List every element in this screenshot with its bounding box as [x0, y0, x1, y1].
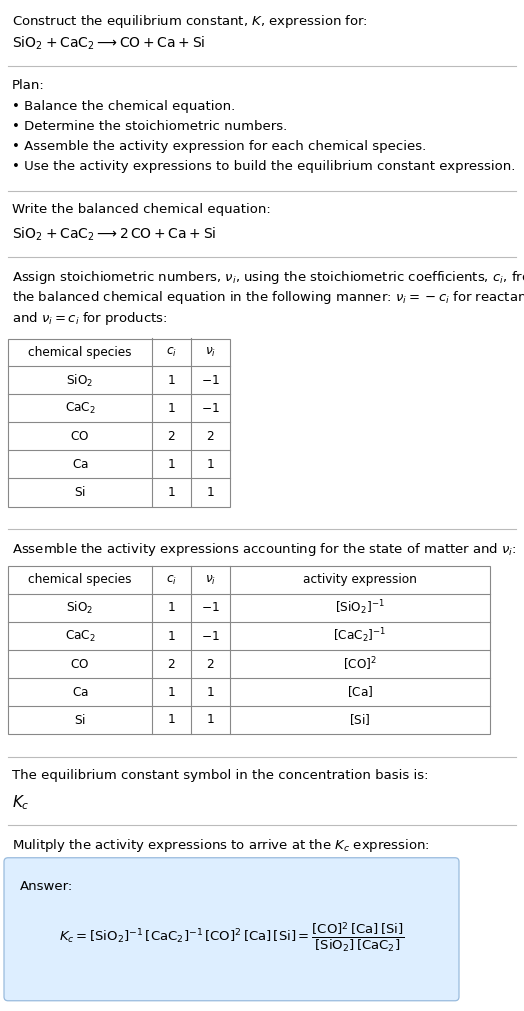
Text: Answer:: Answer: [20, 880, 73, 893]
Text: $c_i$: $c_i$ [166, 573, 177, 586]
Text: 2: 2 [206, 657, 214, 670]
Text: $-1$: $-1$ [201, 374, 220, 387]
Text: activity expression: activity expression [303, 573, 417, 586]
Text: $\mathrm{SiO_2 + CaC_2 \longrightarrow 2\,CO + Ca + Si}$: $\mathrm{SiO_2 + CaC_2 \longrightarrow 2… [12, 225, 216, 243]
Text: chemical species: chemical species [28, 573, 132, 586]
Text: Plan:: Plan: [12, 79, 45, 92]
Text: $-1$: $-1$ [201, 402, 220, 415]
Text: $\mathrm{Si}$: $\mathrm{Si}$ [74, 485, 86, 499]
Text: $[\mathrm{CO}]^2$: $[\mathrm{CO}]^2$ [343, 655, 377, 672]
Text: $\nu_i$: $\nu_i$ [205, 346, 216, 359]
Text: 1: 1 [206, 486, 214, 499]
Text: $\mathrm{CaC_2}$: $\mathrm{CaC_2}$ [64, 629, 95, 644]
Text: $K_c = [\mathrm{SiO_2}]^{-1}\,[\mathrm{CaC_2}]^{-1}\,[\mathrm{CO}]^2\,[\mathrm{C: $K_c = [\mathrm{SiO_2}]^{-1}\,[\mathrm{C… [59, 920, 404, 953]
Text: $[\mathrm{Ca}]$: $[\mathrm{Ca}]$ [347, 684, 373, 700]
Text: $c_i$: $c_i$ [166, 346, 177, 359]
Text: • Assemble the activity expression for each chemical species.: • Assemble the activity expression for e… [12, 140, 426, 153]
Text: • Use the activity expressions to build the equilibrium constant expression.: • Use the activity expressions to build … [12, 160, 516, 173]
Text: Construct the equilibrium constant, $K$, expression for:: Construct the equilibrium constant, $K$,… [12, 13, 368, 30]
Text: The equilibrium constant symbol in the concentration basis is:: The equilibrium constant symbol in the c… [12, 769, 429, 782]
Text: 1: 1 [206, 714, 214, 727]
Bar [8, 339, 230, 507]
Text: 1: 1 [168, 374, 176, 387]
Text: $-1$: $-1$ [201, 602, 220, 615]
Text: $\mathrm{Ca}$: $\mathrm{Ca}$ [72, 458, 89, 471]
Text: and $\nu_i = c_i$ for products:: and $\nu_i = c_i$ for products: [12, 309, 168, 327]
Text: the balanced chemical equation in the following manner: $\nu_i = -c_i$ for react: the balanced chemical equation in the fo… [12, 289, 524, 306]
Text: $-1$: $-1$ [201, 630, 220, 643]
Bar [8, 566, 490, 734]
Text: 2: 2 [206, 430, 214, 443]
Text: chemical species: chemical species [28, 346, 132, 359]
Text: 1: 1 [168, 486, 176, 499]
Text: $\mathrm{CO}$: $\mathrm{CO}$ [70, 430, 90, 443]
Text: $\mathrm{SiO_2 + CaC_2 \longrightarrow CO + Ca + Si}$: $\mathrm{SiO_2 + CaC_2 \longrightarrow C… [12, 34, 205, 53]
Text: $[\mathrm{CaC_2}]^{-1}$: $[\mathrm{CaC_2}]^{-1}$ [333, 627, 387, 645]
Text: $\nu_i$: $\nu_i$ [205, 573, 216, 586]
Text: Write the balanced chemical equation:: Write the balanced chemical equation: [12, 203, 271, 216]
Text: 1: 1 [206, 685, 214, 699]
Text: 1: 1 [168, 602, 176, 615]
Text: 1: 1 [168, 458, 176, 471]
Text: $[\mathrm{Si}]$: $[\mathrm{Si}]$ [349, 713, 371, 728]
Text: • Determine the stoichiometric numbers.: • Determine the stoichiometric numbers. [12, 119, 287, 132]
Text: $[\mathrm{SiO_2}]^{-1}$: $[\mathrm{SiO_2}]^{-1}$ [335, 599, 385, 618]
Text: 1: 1 [168, 630, 176, 643]
Text: $\mathrm{Ca}$: $\mathrm{Ca}$ [72, 685, 89, 699]
Text: 1: 1 [168, 402, 176, 415]
Text: Mulitply the activity expressions to arrive at the $K_c$ expression:: Mulitply the activity expressions to arr… [12, 837, 430, 854]
Text: 1: 1 [168, 685, 176, 699]
Text: $\mathrm{SiO_2}$: $\mathrm{SiO_2}$ [67, 372, 94, 388]
Text: $\mathrm{CaC_2}$: $\mathrm{CaC_2}$ [64, 401, 95, 417]
Text: $K_c$: $K_c$ [12, 794, 30, 812]
Text: $\mathrm{CO}$: $\mathrm{CO}$ [70, 657, 90, 670]
Text: 1: 1 [206, 458, 214, 471]
Text: $\mathrm{Si}$: $\mathrm{Si}$ [74, 713, 86, 727]
Text: 2: 2 [168, 657, 176, 670]
Text: $\mathrm{SiO_2}$: $\mathrm{SiO_2}$ [67, 600, 94, 616]
Text: Assign stoichiometric numbers, $\nu_i$, using the stoichiometric coefficients, $: Assign stoichiometric numbers, $\nu_i$, … [12, 269, 524, 286]
FancyBboxPatch shape [4, 857, 459, 1001]
Text: Assemble the activity expressions accounting for the state of matter and $\nu_i$: Assemble the activity expressions accoun… [12, 542, 517, 558]
Text: 2: 2 [168, 430, 176, 443]
Text: 1: 1 [168, 714, 176, 727]
Text: • Balance the chemical equation.: • Balance the chemical equation. [12, 100, 235, 112]
